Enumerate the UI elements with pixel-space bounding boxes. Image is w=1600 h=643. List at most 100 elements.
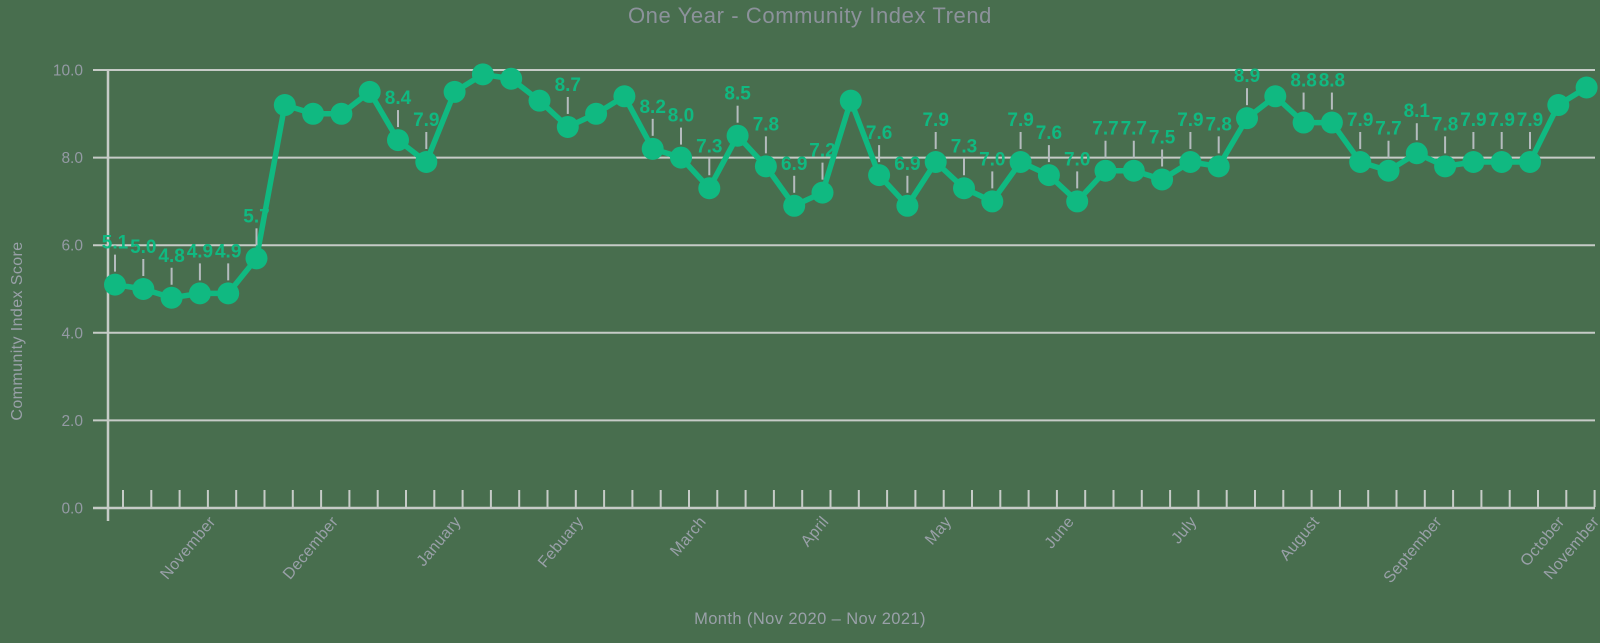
data-point[interactable]: [1122, 159, 1145, 182]
data-point-label: 4.9: [187, 241, 213, 262]
data-point-label: 7.9: [1517, 110, 1543, 131]
x-month-label: Febuary: [535, 514, 587, 572]
y-tick-label: 4.0: [61, 325, 83, 342]
data-point[interactable]: [1066, 190, 1089, 213]
data-point[interactable]: [1179, 150, 1202, 173]
y-tick-label: 8.0: [61, 150, 83, 167]
data-point-label: 7.0: [1064, 149, 1090, 170]
data-point[interactable]: [1377, 159, 1400, 182]
data-point[interactable]: [188, 282, 211, 305]
data-point[interactable]: [1575, 76, 1598, 99]
data-point[interactable]: [924, 150, 947, 173]
y-tick-label: 10.0: [53, 63, 84, 80]
chart-title: One Year - Community Index Trend: [627, 3, 993, 28]
data-point[interactable]: [471, 63, 494, 86]
data-point-label: 7.8: [1205, 114, 1231, 135]
data-point[interactable]: [1094, 159, 1117, 182]
data-point[interactable]: [387, 129, 409, 152]
data-point[interactable]: [415, 150, 438, 173]
x-month-label: January: [414, 514, 465, 570]
x-month-label: September: [1381, 513, 1446, 586]
y-tick-label: 2.0: [61, 413, 83, 430]
data-point[interactable]: [1207, 155, 1230, 178]
data-point-label: 7.7: [1375, 119, 1401, 140]
data-point[interactable]: [245, 247, 268, 270]
data-point-label: 6.9: [894, 154, 920, 175]
data-point-label: 8.9: [1234, 66, 1260, 87]
data-point-label: 7.9: [1347, 110, 1373, 131]
data-point-label: 7.0: [979, 149, 1005, 170]
data-point[interactable]: [1009, 150, 1032, 173]
data-point[interactable]: [1236, 107, 1258, 130]
data-point-label: 7.7: [1092, 119, 1118, 140]
data-point[interactable]: [585, 102, 608, 125]
data-point-label: 6.9: [781, 154, 807, 175]
data-point-label: 7.7: [1121, 119, 1147, 140]
data-point[interactable]: [358, 80, 381, 103]
data-point-label: 7.2: [809, 141, 835, 162]
data-point-label: 7.9: [922, 110, 948, 131]
data-point[interactable]: [613, 85, 636, 108]
data-point[interactable]: [1462, 150, 1485, 173]
data-point[interactable]: [1320, 111, 1343, 134]
y-tick-label: 0.0: [61, 501, 83, 518]
y-tick-label: 6.0: [61, 238, 83, 255]
data-point-label: 7.9: [413, 110, 439, 131]
x-month-label: April: [798, 514, 833, 551]
x-month-label: June: [1042, 514, 1078, 552]
x-month-label: December: [280, 513, 342, 583]
data-point[interactable]: [132, 278, 155, 300]
data-point[interactable]: [217, 282, 240, 305]
data-point[interactable]: [556, 115, 579, 138]
data-point[interactable]: [1490, 150, 1513, 173]
data-point-label: 8.7: [555, 75, 581, 96]
data-point-label: 7.3: [696, 136, 722, 157]
data-point-label: 7.9: [1460, 110, 1486, 131]
data-point[interactable]: [1151, 168, 1174, 191]
data-point[interactable]: [698, 177, 721, 200]
data-point[interactable]: [500, 67, 523, 90]
data-point[interactable]: [1547, 94, 1570, 117]
x-month-label: May: [922, 514, 955, 549]
data-point-label: 8.8: [1319, 71, 1345, 92]
data-point[interactable]: [160, 286, 183, 309]
data-point[interactable]: [1405, 142, 1428, 165]
data-point-label: 5.1: [102, 233, 129, 254]
data-point[interactable]: [670, 146, 692, 169]
data-point-label: 7.3: [951, 136, 977, 157]
data-point[interactable]: [528, 89, 551, 112]
data-point[interactable]: [839, 89, 862, 112]
data-point[interactable]: [1434, 155, 1457, 178]
data-point[interactable]: [981, 190, 1004, 213]
data-point[interactable]: [330, 102, 353, 125]
data-point-label: 8.4: [385, 88, 412, 109]
data-point-label: 7.6: [1036, 123, 1062, 144]
data-point-label: 8.5: [724, 84, 751, 105]
data-point[interactable]: [754, 155, 777, 178]
data-point[interactable]: [302, 102, 325, 125]
data-point[interactable]: [783, 194, 806, 217]
data-point[interactable]: [896, 194, 919, 217]
data-point[interactable]: [1264, 85, 1287, 108]
data-point[interactable]: [868, 164, 891, 187]
data-point-label: 7.5: [1149, 128, 1176, 149]
data-point[interactable]: [1292, 111, 1315, 134]
data-point[interactable]: [641, 137, 664, 160]
data-point-label: 7.8: [1432, 114, 1458, 135]
data-point[interactable]: [811, 181, 834, 204]
data-point[interactable]: [443, 80, 466, 103]
data-point[interactable]: [104, 273, 126, 296]
data-point-label: 7.9: [1177, 110, 1203, 131]
data-point[interactable]: [1349, 150, 1372, 173]
data-point-label: 5.0: [130, 237, 156, 258]
data-point-label: 7.9: [1488, 110, 1514, 131]
data-point[interactable]: [1519, 150, 1541, 173]
data-point[interactable]: [726, 124, 749, 147]
data-point[interactable]: [273, 94, 296, 117]
data-point-label: 5.7: [243, 206, 269, 227]
data-point[interactable]: [1037, 164, 1060, 187]
data-point-label: 8.0: [668, 106, 694, 127]
data-point[interactable]: [953, 177, 975, 200]
x-month-label: March: [667, 514, 710, 560]
